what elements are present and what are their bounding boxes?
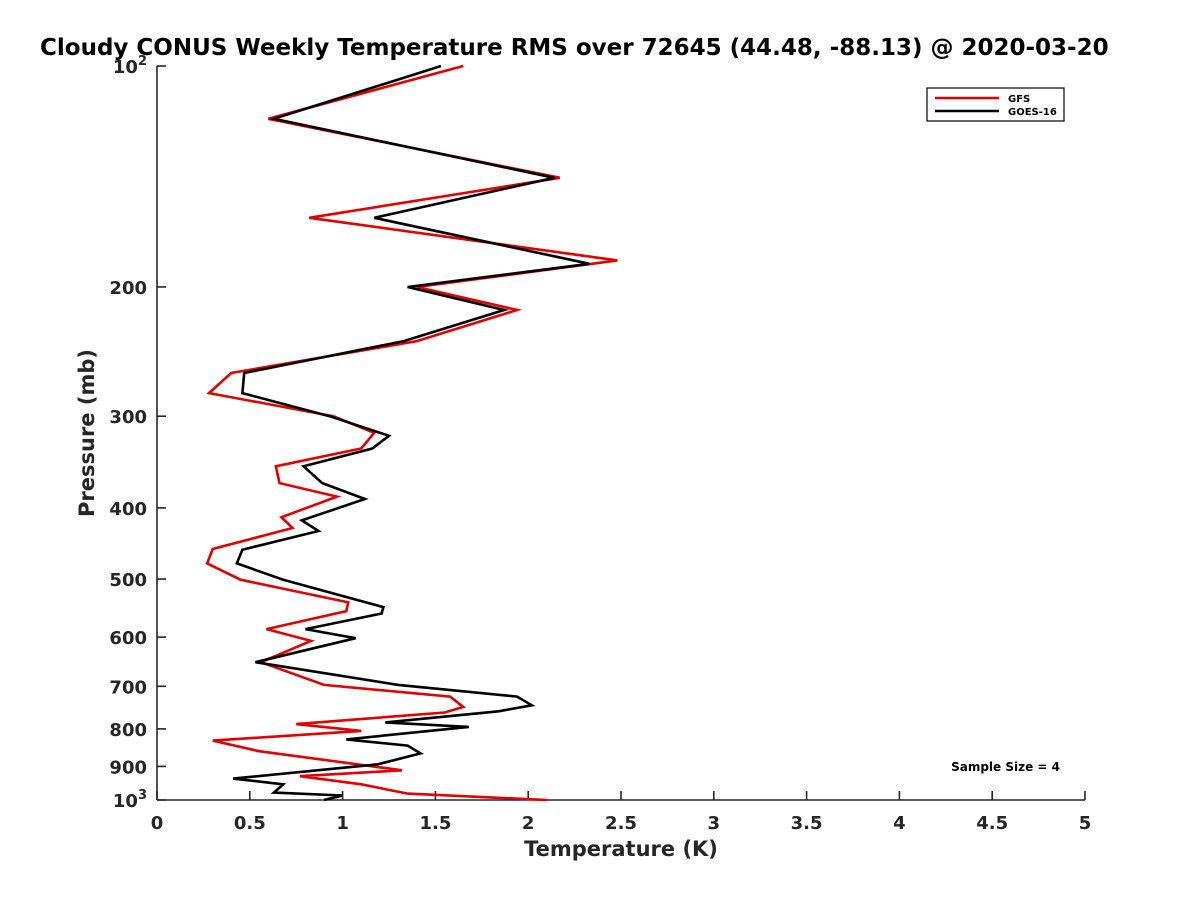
x-tick-label: 4	[893, 813, 906, 834]
y-tick-label: 103	[113, 788, 147, 812]
y-tick-label: 102	[113, 54, 147, 78]
legend-box	[926, 87, 1065, 122]
y-tick-label: 500	[109, 570, 147, 591]
x-tick-label: 0	[151, 813, 164, 834]
x-tick-label: 4.5	[976, 813, 1008, 834]
axes: 0 0.5 1 1.5 2 2.5 3 3.5 4 4.5 5 102 200 300 400 500 600 7…	[109, 54, 1091, 834]
x-tick-label: 1.5	[419, 813, 451, 834]
legend-label-goes-16: GOES-16	[1008, 107, 1057, 118]
x-tick-label: 2	[522, 813, 535, 834]
x-tick-label: 3	[708, 813, 721, 834]
series-line-goes-16	[232, 64, 590, 802]
plot-lines	[205, 64, 618, 802]
x-tick-label: 0.5	[234, 813, 266, 834]
y-tick-label: 900	[109, 757, 147, 778]
sample-size-annotation: Sample Size = 4	[951, 760, 1060, 774]
x-tick-label: 2.5	[605, 813, 637, 834]
x-tick-label: 5	[1079, 813, 1092, 834]
series-line-gfs	[205, 64, 618, 802]
y-tick-label: 700	[109, 677, 147, 698]
y-axis-label: Pressure (mb)	[75, 349, 99, 517]
y-tick-label: 400	[109, 499, 147, 520]
x-axis-label: Temperature (K)	[524, 837, 718, 861]
y-tick-label: 600	[109, 628, 147, 649]
x-tick-label: 1	[336, 813, 349, 834]
y-tick-label: 200	[109, 278, 147, 299]
chart-title: Cloudy CONUS Weekly Temperature RMS over…	[40, 35, 1109, 61]
legend-label-gfs: GFS	[1008, 94, 1030, 105]
y-tick-label: 300	[109, 407, 147, 428]
legend: GFS GOES-16	[926, 87, 1065, 122]
x-tick-label: 3.5	[791, 813, 823, 834]
y-tick-label: 800	[109, 720, 147, 741]
